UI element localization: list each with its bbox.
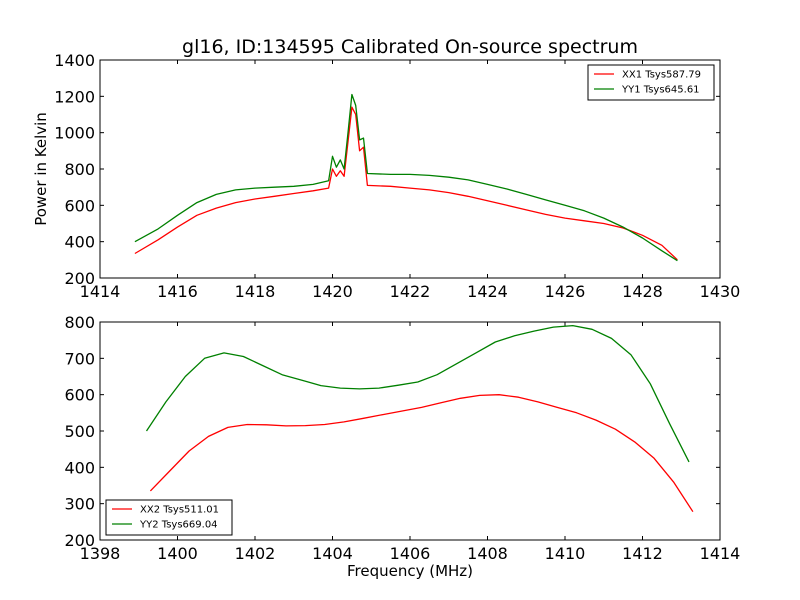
x-tick-label: 1412 bbox=[622, 544, 663, 563]
x-tick-label: 1430 bbox=[700, 282, 741, 301]
chart-top-plot-area bbox=[134, 93, 678, 262]
x-tick-label: 1400 bbox=[157, 544, 198, 563]
legend-label-yy1: YY1 Tsys645.61 bbox=[621, 85, 700, 96]
x-tick-label: 1406 bbox=[390, 544, 431, 563]
chart-bottom-ticks: 1398 1400 1402 1404 1406 1408 1410 1412 1414 200 3… bbox=[64, 313, 740, 563]
legend-box bbox=[587, 64, 715, 101]
x-tick-label: 1426 bbox=[545, 282, 586, 301]
x-tick-label: 1410 bbox=[545, 544, 586, 563]
x-tick-label: 1418 bbox=[235, 282, 276, 301]
y-tick-label: 600 bbox=[64, 196, 95, 215]
series-line-xx1 bbox=[134, 106, 678, 261]
chart-bottom-xlabel: Frequency (MHz) bbox=[347, 562, 473, 580]
series-line-yy1 bbox=[134, 93, 678, 262]
x-tick-label: 1398 bbox=[80, 544, 121, 563]
y-tick-label: 300 bbox=[64, 495, 95, 514]
y-tick-label: 600 bbox=[64, 386, 95, 405]
y-tick-label: 400 bbox=[64, 458, 95, 477]
x-tick-label: 1428 bbox=[622, 282, 663, 301]
x-tick-label: 1416 bbox=[157, 282, 198, 301]
chart-top-ticks: 1414 1416 1418 1420 1422 1424 1426 1428 1430 200 4… bbox=[54, 51, 740, 301]
chart-top: gl16, ID:134595 Calibrated On-source spe… bbox=[32, 36, 740, 301]
y-tick-label: 700 bbox=[64, 349, 95, 368]
y-tick-label: 800 bbox=[64, 313, 95, 332]
x-tick-label: 1408 bbox=[467, 544, 508, 563]
chart-bottom-plot-area bbox=[145, 324, 694, 513]
chart-bottom: Frequency (MHz) 1398 1400 1402 1404 1406 1408… bbox=[64, 313, 740, 580]
legend-label-yy2: YY2 Tsys669.04 bbox=[139, 520, 218, 531]
chart-top-frame bbox=[99, 59, 721, 279]
chart-top-legend: XX1 Tsys587.79 YY1 Tsys645.61 bbox=[587, 64, 715, 101]
y-tick-label: 1400 bbox=[54, 51, 95, 70]
y-tick-label: 200 bbox=[64, 269, 95, 288]
legend-label-xx2: XX2 Tsys511.01 bbox=[140, 505, 219, 516]
chart-bottom-legend: XX2 Tsys511.01 YY2 Tsys669.04 bbox=[105, 499, 233, 536]
series-line-yy2 bbox=[145, 324, 690, 463]
x-tick-label: 1424 bbox=[467, 282, 508, 301]
chart-top-ylabel: Power in Kelvin bbox=[32, 112, 50, 226]
y-tick-label: 1200 bbox=[54, 87, 95, 106]
x-tick-label: 1414 bbox=[80, 282, 121, 301]
chart-top-title: gl16, ID:134595 Calibrated On-source spe… bbox=[182, 36, 638, 58]
y-tick-label: 200 bbox=[64, 531, 95, 550]
y-tick-label: 400 bbox=[64, 233, 95, 252]
x-tick-label: 1414 bbox=[700, 544, 741, 563]
legend-label-xx1: XX1 Tsys587.79 bbox=[622, 70, 701, 81]
y-tick-label: 500 bbox=[64, 422, 95, 441]
y-tick-label: 1000 bbox=[54, 124, 95, 143]
y-tick-label: 800 bbox=[64, 160, 95, 179]
x-tick-label: 1420 bbox=[312, 282, 353, 301]
legend-box bbox=[105, 499, 233, 536]
x-tick-label: 1422 bbox=[390, 282, 431, 301]
chart-bottom-frame bbox=[99, 321, 721, 541]
x-tick-label: 1404 bbox=[312, 544, 353, 563]
x-tick-label: 1402 bbox=[235, 544, 276, 563]
series-line-xx2 bbox=[149, 394, 694, 513]
